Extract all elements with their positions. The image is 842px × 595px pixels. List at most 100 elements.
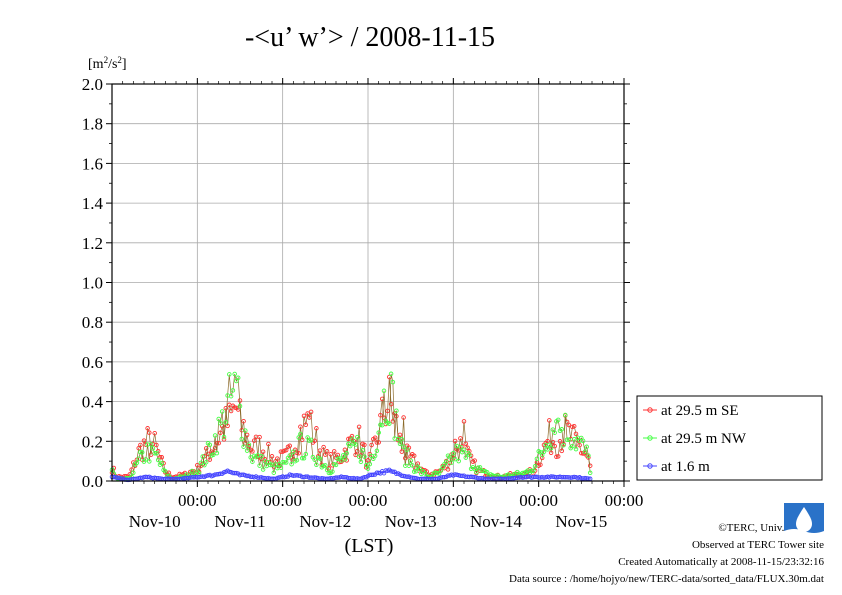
data-point bbox=[267, 462, 273, 468]
y-tick-label: 0.4 bbox=[82, 393, 104, 412]
data-point bbox=[458, 444, 463, 450]
data-point bbox=[228, 393, 234, 399]
data-point bbox=[365, 466, 371, 471]
data-point bbox=[531, 468, 536, 473]
data-point bbox=[159, 455, 165, 460]
data-point bbox=[577, 442, 582, 448]
legend-label: at 1.6 m bbox=[661, 459, 710, 475]
data-point bbox=[259, 454, 264, 459]
data-point bbox=[355, 434, 360, 440]
data-point bbox=[228, 408, 234, 414]
data-point bbox=[435, 470, 440, 476]
data-point bbox=[230, 388, 236, 393]
data-point bbox=[586, 453, 591, 458]
data-point bbox=[404, 447, 410, 452]
legend-label: at 29.5 m SE bbox=[661, 403, 739, 419]
plot-frame bbox=[111, 83, 625, 482]
legend-swatch-marker bbox=[647, 407, 653, 413]
created-text: Created Automatically at 2008-11-15/23:3… bbox=[618, 556, 824, 568]
data-point bbox=[296, 435, 301, 440]
data-point bbox=[159, 460, 165, 466]
y-tick-label: 1.4 bbox=[82, 194, 104, 213]
legend-label: at 29.5 m NW bbox=[661, 431, 747, 447]
data-point bbox=[550, 439, 556, 445]
x-tick-date: Nov-11 bbox=[214, 512, 265, 531]
x-tick-date: Nov-13 bbox=[385, 512, 437, 531]
data-point bbox=[534, 456, 540, 462]
data-point bbox=[207, 457, 213, 462]
data-point bbox=[205, 451, 211, 457]
data-point bbox=[573, 431, 579, 437]
legend: at 29.5 m SE at 29.5 m NW at 1.6 m bbox=[636, 395, 823, 481]
data-point bbox=[250, 449, 255, 454]
data-point bbox=[214, 440, 220, 446]
data-point bbox=[317, 456, 323, 461]
data-point bbox=[317, 448, 323, 453]
data-point bbox=[198, 460, 204, 466]
data-point bbox=[223, 405, 229, 411]
data-point bbox=[243, 440, 248, 446]
data-point bbox=[283, 474, 289, 479]
data-point bbox=[477, 465, 483, 470]
data-point bbox=[331, 449, 337, 454]
data-point bbox=[443, 459, 449, 465]
data-point bbox=[218, 421, 223, 426]
data-point bbox=[371, 472, 376, 478]
data-point bbox=[388, 401, 394, 407]
data-point bbox=[411, 469, 417, 474]
data-point bbox=[563, 412, 568, 418]
series-1 bbox=[109, 371, 593, 482]
data-point bbox=[376, 430, 381, 435]
data-point bbox=[243, 428, 248, 433]
data-point bbox=[379, 396, 385, 402]
data-point bbox=[308, 409, 314, 415]
data-point bbox=[305, 411, 310, 416]
data-point bbox=[289, 461, 294, 467]
data-point bbox=[397, 441, 403, 447]
data-point bbox=[355, 448, 360, 454]
data-point bbox=[353, 442, 358, 447]
data-point bbox=[141, 438, 147, 443]
data-point bbox=[445, 467, 451, 472]
series-0 bbox=[109, 374, 593, 481]
x-tick-time: 00:00 bbox=[519, 491, 558, 510]
data-point bbox=[548, 450, 554, 456]
data-point bbox=[237, 403, 243, 409]
data-point bbox=[340, 453, 346, 458]
data-point bbox=[166, 470, 172, 476]
data-point bbox=[394, 408, 399, 413]
data-point bbox=[244, 448, 250, 453]
data-point bbox=[452, 438, 458, 444]
data-point bbox=[555, 417, 561, 423]
data-point bbox=[136, 456, 141, 461]
legend-swatch-marker bbox=[647, 463, 653, 469]
data-point bbox=[207, 442, 213, 448]
data-point bbox=[369, 442, 374, 448]
data-point bbox=[283, 447, 289, 453]
data-point bbox=[321, 444, 326, 450]
data-point bbox=[456, 458, 461, 464]
data-point bbox=[378, 412, 383, 418]
data-point bbox=[312, 457, 317, 462]
data-point bbox=[150, 446, 156, 451]
data-point bbox=[154, 442, 159, 448]
y-tick-label: 1.2 bbox=[82, 234, 103, 253]
data-point bbox=[436, 471, 442, 476]
data-point bbox=[221, 434, 227, 440]
data-point bbox=[461, 419, 467, 424]
data-point bbox=[557, 439, 563, 444]
data-point bbox=[566, 437, 572, 443]
data-point bbox=[154, 451, 159, 456]
data-point bbox=[552, 443, 557, 449]
data-point bbox=[298, 431, 303, 437]
data-point bbox=[221, 437, 227, 442]
data-point bbox=[250, 459, 255, 464]
y-axis-ticks: 0.0 0.2 0.4 0.6 0.8 1.0 1.2 1.4 1.6 1.8 2.0 bbox=[82, 75, 630, 491]
data-point bbox=[246, 442, 252, 447]
data-point bbox=[200, 454, 205, 459]
data-point bbox=[301, 413, 307, 419]
data-point bbox=[358, 459, 364, 465]
data-point bbox=[219, 409, 225, 414]
data-point bbox=[275, 456, 280, 461]
data-point bbox=[561, 442, 566, 448]
